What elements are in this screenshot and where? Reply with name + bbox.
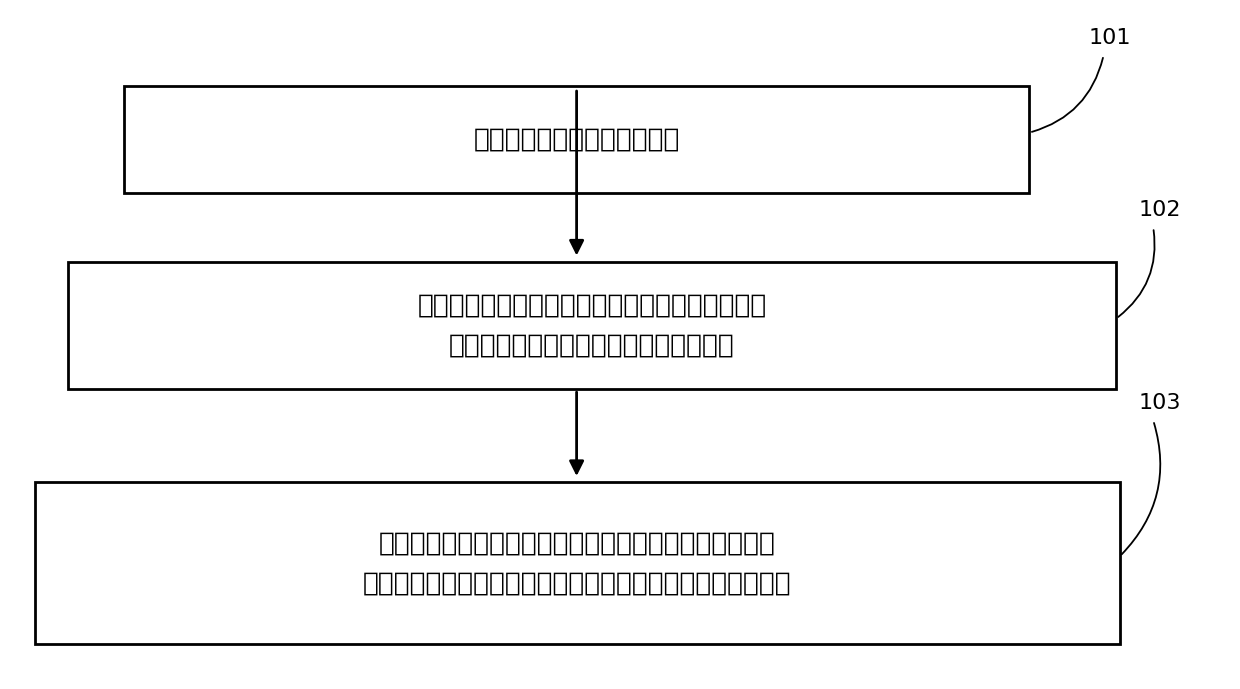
Text: 103: 103	[1138, 393, 1180, 413]
Bar	[68, 262, 1116, 389]
Bar	[35, 482, 1120, 644]
Text: 102: 102	[1138, 200, 1180, 220]
FancyArrowPatch shape	[1122, 423, 1161, 555]
Text: 101: 101	[1089, 28, 1131, 48]
FancyArrowPatch shape	[1032, 58, 1102, 132]
Text: 依次在每个时间段内，对相应的信号矩阵进行矩阵变换，
得到波束赋形矩阵，并根据波束赋形矩阵得到分离以后的信号: 依次在每个时间段内，对相应的信号矩阵进行矩阵变换， 得到波束赋形矩阵，并根据波束…	[363, 531, 791, 596]
FancyArrowPatch shape	[1118, 230, 1154, 317]
Bar	[124, 86, 1029, 193]
Text: 接收信号碰撞形成的混叠信号: 接收信号碰撞形成的混叠信号	[474, 127, 680, 152]
Text: 对混叠信号进行白化处理，得到信号碰撞的个数，
并根据信号碰撞的个数划分出多个时间段: 对混叠信号进行白化处理，得到信号碰撞的个数， 并根据信号碰撞的个数划分出多个时间…	[418, 293, 766, 358]
